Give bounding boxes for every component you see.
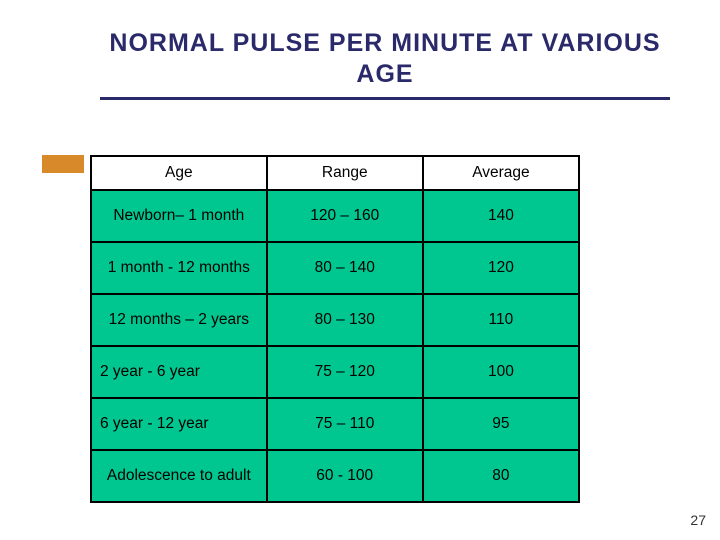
table-row: Newborn– 1 month 120 – 160 140: [91, 190, 579, 242]
cell-age: 1 month - 12 months: [91, 242, 267, 294]
table-row: Adolescence to adult 60 - 100 80: [91, 450, 579, 502]
table-row: 6 year - 12 year 75 – 110 95: [91, 398, 579, 450]
cell-range: 80 – 130: [267, 294, 423, 346]
cell-average: 100: [423, 346, 579, 398]
cell-age: Adolescence to adult: [91, 450, 267, 502]
col-header-range: Range: [267, 156, 423, 190]
pulse-table-wrap: Age Range Average Newborn– 1 month 120 –…: [90, 155, 580, 503]
pulse-table: Age Range Average Newborn– 1 month 120 –…: [90, 155, 580, 503]
cell-range: 80 – 140: [267, 242, 423, 294]
cell-range: 120 – 160: [267, 190, 423, 242]
title-region: NORMAL PULSE PER MINUTE AT VARIOUS AGE: [0, 0, 720, 100]
col-header-average: Average: [423, 156, 579, 190]
table-row: 2 year - 6 year 75 – 120 100: [91, 346, 579, 398]
cell-range: 75 – 110: [267, 398, 423, 450]
accent-block: [42, 155, 84, 173]
cell-age: 2 year - 6 year: [91, 346, 267, 398]
cell-average: 140: [423, 190, 579, 242]
cell-age: 6 year - 12 year: [91, 398, 267, 450]
cell-age: 12 months – 2 years: [91, 294, 267, 346]
col-header-age: Age: [91, 156, 267, 190]
page-title: NORMAL PULSE PER MINUTE AT VARIOUS AGE: [100, 28, 670, 91]
page-number: 27: [690, 512, 706, 528]
table-header-row: Age Range Average: [91, 156, 579, 190]
cell-average: 120: [423, 242, 579, 294]
table-row: 12 months – 2 years 80 – 130 110: [91, 294, 579, 346]
cell-average: 110: [423, 294, 579, 346]
cell-range: 60 - 100: [267, 450, 423, 502]
cell-range: 75 – 120: [267, 346, 423, 398]
cell-age: Newborn– 1 month: [91, 190, 267, 242]
cell-average: 95: [423, 398, 579, 450]
table-row: 1 month - 12 months 80 – 140 120: [91, 242, 579, 294]
cell-average: 80: [423, 450, 579, 502]
title-underline: [100, 97, 670, 100]
